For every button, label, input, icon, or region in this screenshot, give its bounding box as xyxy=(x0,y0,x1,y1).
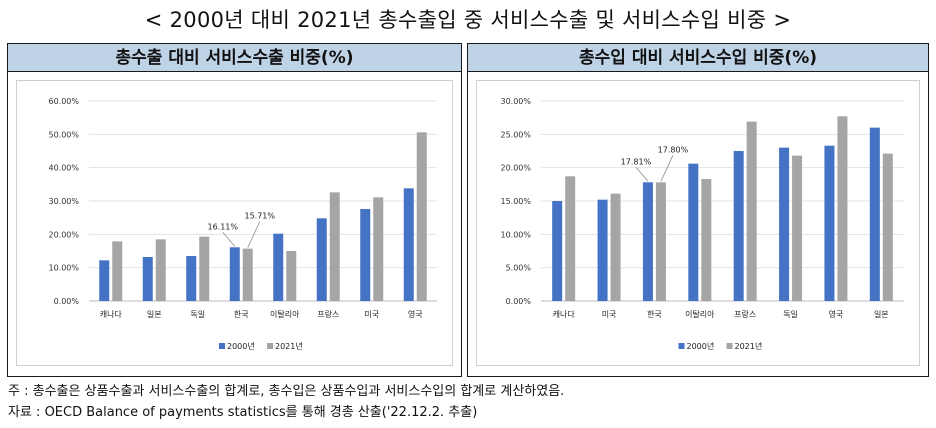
export-bar-2000 xyxy=(273,233,284,301)
export-ytick-label: 10.00% xyxy=(48,264,79,273)
import-bar-2021 xyxy=(882,153,893,301)
export-bar-2000 xyxy=(403,188,414,301)
import-chart-title: 총수입 대비 서비스수입 비중(%) xyxy=(467,43,929,72)
export-bar-2000 xyxy=(99,260,110,301)
import-ytick-label: 10.00% xyxy=(500,230,531,239)
export-bar-2021 xyxy=(416,132,427,301)
import-category-label: 프랑스 xyxy=(734,309,756,319)
import-bar-2021 xyxy=(565,176,576,301)
export-bar-2021 xyxy=(155,239,166,301)
import-category-label: 한국 xyxy=(647,310,662,319)
import-bar-2000 xyxy=(733,151,744,301)
export-legend-label: 2000년 xyxy=(227,341,255,351)
import-legend-label: 2021년 xyxy=(735,341,763,351)
export-bar-2021 xyxy=(329,192,340,301)
import-ytick-label: 20.00% xyxy=(500,164,531,173)
import-bar-2000 xyxy=(552,201,563,301)
export-legend-label: 2021년 xyxy=(275,341,303,351)
import-category-label: 영국 xyxy=(829,309,844,319)
export-category-label: 캐나다 xyxy=(100,310,123,319)
import-bar-2000 xyxy=(642,182,653,301)
import-category-label: 미국 xyxy=(602,310,617,319)
import-annotation-label: 17.81% xyxy=(621,157,652,166)
import-chart-body: 0.00% 5.00% 10.00% 15.00% 20.00% 25.00% 30.00%… xyxy=(467,71,929,377)
import-ytick-label: 5.00% xyxy=(506,264,532,273)
import-category-label: 이탈리아 xyxy=(685,309,715,319)
export-annotation-leader xyxy=(247,221,261,248)
import-chart-frame: 0.00% 5.00% 10.00% 15.00% 20.00% 25.00% 30.00%… xyxy=(476,80,920,366)
export-ytick-label: 20.00% xyxy=(48,230,79,239)
import-bar-2000 xyxy=(688,163,699,301)
export-panel: 총수출 대비 서비스수출 비중(%) 0.00% 10.00% 20.00% 30.0… xyxy=(7,43,462,377)
import-bar-2021 xyxy=(610,193,621,301)
export-category-label: 영국 xyxy=(408,309,423,319)
export-legend-swatch xyxy=(267,343,273,349)
import-bar-2021 xyxy=(746,121,757,301)
export-bar-2021 xyxy=(373,197,384,301)
import-bar-2000 xyxy=(597,199,608,301)
import-annotation-leader xyxy=(660,155,674,182)
import-legend-swatch xyxy=(678,343,685,349)
import-ytick-label: 15.00% xyxy=(500,197,531,206)
export-bar-2021 xyxy=(112,241,123,301)
import-share-chart: 0.00% 5.00% 10.00% 15.00% 20.00% 25.00% 30.00%… xyxy=(500,97,904,351)
import-bar-2021 xyxy=(701,179,712,301)
export-bar-2000 xyxy=(316,218,327,301)
import-bar-2000 xyxy=(779,147,790,301)
export-bar-2021 xyxy=(286,251,297,301)
import-ytick-label: 25.00% xyxy=(500,130,531,139)
export-bar-2021 xyxy=(199,236,210,301)
export-category-label: 일본 xyxy=(147,310,162,319)
export-annotation-label: 16.11% xyxy=(207,222,238,231)
export-chart-body: 0.00% 10.00% 20.00% 30.00% 40.00% 50.00% 60.00… xyxy=(7,71,462,377)
import-annotation-leader xyxy=(635,167,649,182)
export-category-label: 미국 xyxy=(364,310,379,319)
import-legend-label: 2000년 xyxy=(687,341,715,351)
export-legend-swatch xyxy=(219,343,225,349)
export-category-label: 이탈리아 xyxy=(270,309,300,319)
import-panel: 총수입 대비 서비스수입 비중(%) 0.00% 5.00% 10.00% 15.00… xyxy=(467,43,929,377)
export-category-label: 독일 xyxy=(190,310,205,319)
export-bar-2021 xyxy=(242,248,253,301)
export-chart-title: 총수출 대비 서비스수출 비중(%) xyxy=(7,43,462,72)
footnote-source: 자료 : OECD Balance of payments statistics… xyxy=(8,405,478,420)
import-category-label: 캐나다 xyxy=(553,310,576,319)
export-annotation-label: 15.71% xyxy=(244,212,275,221)
page-title: < 2000년 대비 2021년 총수출입 중 서비스수출 및 서비스수입 비중… xyxy=(144,8,792,32)
import-bar-2000 xyxy=(869,127,880,301)
export-bar-2000 xyxy=(360,209,371,301)
import-bar-2000 xyxy=(824,145,835,301)
import-category-label: 독일 xyxy=(783,310,798,319)
export-bar-2000 xyxy=(142,257,153,301)
export-share-chart: 0.00% 10.00% 20.00% 30.00% 40.00% 50.00% 60.00… xyxy=(48,97,437,351)
import-bar-2021 xyxy=(655,182,666,301)
export-ytick-label: 60.00% xyxy=(48,97,79,106)
import-bar-2021 xyxy=(837,116,848,301)
import-ytick-label: 30.00% xyxy=(500,97,531,106)
export-category-label: 한국 xyxy=(234,310,249,319)
import-bar-2021 xyxy=(792,155,803,301)
import-annotation-label: 17.80% xyxy=(658,145,689,154)
import-legend-swatch xyxy=(726,343,733,349)
export-ytick-label: 30.00% xyxy=(48,197,79,206)
export-category-label: 프랑스 xyxy=(317,309,339,319)
import-ytick-label: 0.00% xyxy=(506,297,532,306)
export-annotation-leader xyxy=(222,232,236,247)
export-bar-2000 xyxy=(229,247,240,301)
import-category-label: 일본 xyxy=(874,310,889,319)
export-chart-frame: 0.00% 10.00% 20.00% 30.00% 40.00% 50.00% 60.00… xyxy=(16,80,453,366)
export-ytick-label: 40.00% xyxy=(48,164,79,173)
export-bar-2000 xyxy=(186,256,197,301)
export-ytick-label: 0.00% xyxy=(54,297,80,306)
footnote-note: 주 : 총수출은 상품수출과 서비스수출의 합계로, 총수입은 상품수입과 서비… xyxy=(8,384,565,399)
export-ytick-label: 50.00% xyxy=(48,130,79,139)
